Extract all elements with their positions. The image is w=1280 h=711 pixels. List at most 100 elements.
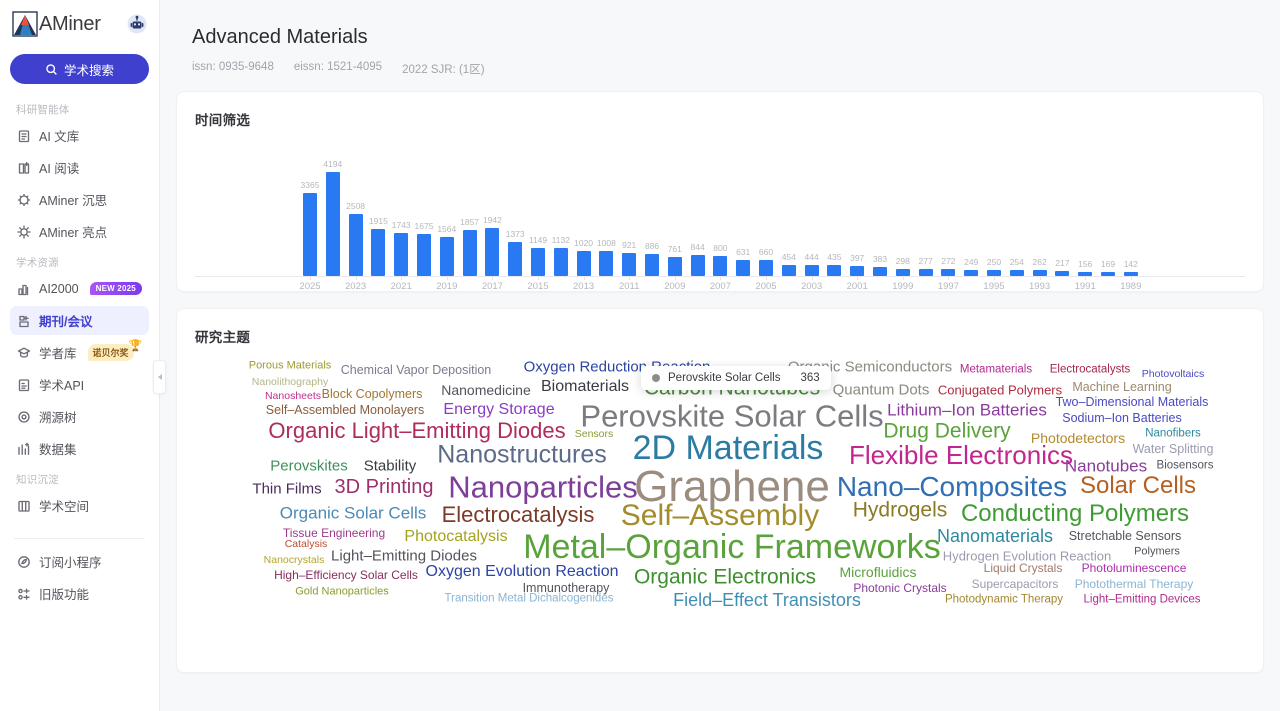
bar-1990[interactable]	[1101, 271, 1115, 276]
cloud-word[interactable]: Photonic Crystals	[853, 581, 947, 595]
cloud-word[interactable]: 2D Materials	[632, 429, 824, 467]
cloud-word[interactable]: Perovskites	[270, 457, 348, 475]
bar-2006[interactable]	[736, 260, 751, 276]
sidebar-item-订阅小程序[interactable]: 订阅小程序	[10, 547, 149, 576]
cloud-word[interactable]: Biomaterials	[540, 378, 630, 395]
sidebar-item-学术空间[interactable]: 学术空间	[10, 491, 149, 520]
cloud-word[interactable]: Metal–Organic Frameworks	[523, 528, 941, 566]
bar-1999[interactable]	[895, 268, 910, 276]
cloud-word[interactable]: Chemical Vapor Deposition	[340, 362, 492, 377]
bar-2016[interactable]	[508, 241, 523, 276]
sidebar-item-学者库[interactable]: 学者库 诺贝尔奖 🏆	[10, 338, 149, 367]
bar-2012[interactable]	[599, 251, 614, 276]
bar-1991[interactable]	[1078, 272, 1093, 276]
bar-1996[interactable]	[964, 269, 979, 276]
cloud-word[interactable]: Photodetectors	[1030, 430, 1126, 446]
bar-2023[interactable]	[348, 213, 363, 276]
bar-2005[interactable]	[759, 259, 773, 276]
cloud-word[interactable]: Catalysis	[284, 537, 328, 550]
word-cloud[interactable]: Perovskite Solar Cells 363 Graphene Metal…	[177, 358, 1263, 658]
brand-logo-link[interactable]: AMiner	[12, 10, 101, 38]
cloud-word[interactable]: Nanomaterials	[936, 526, 1054, 546]
cloud-word[interactable]: Supercapacitors	[971, 577, 1059, 591]
bar-1989[interactable]	[1123, 272, 1138, 276]
bar-2019[interactable]	[439, 237, 454, 276]
sidebar-item-aminer-沉思[interactable]: AMiner 沉思	[10, 185, 149, 214]
bar-1992[interactable]	[1055, 270, 1070, 276]
cloud-word[interactable]: Gold Nanoparticles	[295, 585, 389, 598]
cloud-word[interactable]: Hydrogels	[852, 498, 948, 522]
cloud-word[interactable]: Solar Cells	[1079, 472, 1197, 499]
cloud-word[interactable]: Liquid Crystals	[983, 561, 1063, 575]
bar-2000[interactable]	[873, 266, 887, 276]
sidebar-item-ai-阅读[interactable]: AI 阅读	[10, 153, 149, 182]
sidebar-item-期刊-会议[interactable]: 期刊/会议	[10, 306, 149, 335]
cloud-word[interactable]: Organic Solar Cells	[279, 503, 427, 523]
bar-1998[interactable]	[918, 269, 933, 276]
cloud-word[interactable]: Self–Assembled Monolayers	[265, 402, 425, 417]
cloud-word[interactable]: Electrocatalysts	[1049, 363, 1131, 376]
bar-2013[interactable]	[576, 250, 591, 276]
cloud-word[interactable]: Metamaterials	[959, 363, 1033, 376]
cloud-word[interactable]: Two–Dimensional Materials	[1055, 394, 1209, 409]
cloud-word[interactable]: Conjugated Polymers	[937, 382, 1063, 398]
search-button[interactable]: 学术搜索	[10, 54, 149, 84]
cloud-word[interactable]: Light–Emitting Diodes	[331, 547, 477, 565]
cloud-word[interactable]: Nanosheets	[264, 389, 322, 402]
sidebar-item-数据集[interactable]: 数据集	[10, 434, 149, 463]
cloud-word[interactable]: Stability	[363, 457, 417, 475]
cloud-word[interactable]: Tissue Engineering	[282, 526, 386, 540]
cloud-word[interactable]: Nanoparticles	[448, 469, 638, 505]
cloud-word[interactable]: Sensors	[574, 427, 614, 440]
bar-2022[interactable]	[371, 228, 386, 276]
cloud-word[interactable]: Oxygen Evolution Reaction	[425, 563, 619, 580]
bar-2004[interactable]	[781, 264, 796, 276]
robot-avatar-icon[interactable]	[127, 14, 147, 34]
cloud-word[interactable]: Photothermal Therapy	[1074, 577, 1194, 591]
cloud-word[interactable]: Microfluidics	[839, 564, 917, 580]
cloud-word[interactable]: Block Copolymers	[321, 386, 423, 401]
cloud-word[interactable]: Light–Emitting Devices	[1083, 593, 1201, 606]
bar-2017[interactable]	[485, 227, 500, 276]
cloud-word[interactable]: Nanolithography	[251, 375, 329, 388]
bar-2014[interactable]	[553, 247, 568, 276]
bar-2024[interactable]	[325, 172, 340, 276]
bar-2011[interactable]	[622, 253, 637, 276]
cloud-word[interactable]: Conducting Polymers	[960, 500, 1190, 527]
cloud-word[interactable]: Quantum Dots	[832, 381, 930, 399]
sidebar-item-aminer-亮点[interactable]: AMiner 亮点	[10, 217, 149, 246]
cloud-word[interactable]: Biosensors	[1156, 459, 1214, 472]
sidebar-item-ai-文库[interactable]: AI 文库	[10, 121, 149, 150]
cloud-word[interactable]: Nanostructures	[437, 440, 607, 469]
cloud-word[interactable]: Nano–Composites	[836, 471, 1068, 502]
bar-2015[interactable]	[531, 247, 545, 276]
cloud-word[interactable]: Drug Delivery	[883, 419, 1011, 443]
bar-2018[interactable]	[462, 229, 477, 276]
bar-2020[interactable]	[417, 234, 431, 276]
cloud-word[interactable]: Nanocrystals	[263, 553, 325, 566]
year-bar-chart[interactable]: 3365 4194 2508 1915 1743 1675 1564 1857 1942 1373…	[177, 129, 1263, 292]
cloud-word[interactable]: Electrocatalysis	[441, 502, 595, 527]
bar-2003[interactable]	[804, 265, 819, 276]
cloud-word[interactable]: 3D Printing	[334, 476, 434, 498]
cloud-word[interactable]: Self–Assembly	[620, 499, 820, 532]
bar-1995[interactable]	[987, 269, 1001, 276]
bar-2025[interactable]	[303, 192, 317, 276]
cloud-word[interactable]: Perovskite Solar Cells	[580, 398, 884, 434]
cloud-word[interactable]: Organic Electronics	[633, 565, 817, 589]
cloud-word[interactable]: Stretchable Sensors	[1068, 528, 1182, 543]
bar-2009[interactable]	[667, 257, 682, 276]
cloud-word[interactable]: Field–Effect Transistors	[673, 590, 861, 610]
cloud-word[interactable]: Flexible Electronics	[849, 440, 1073, 470]
cloud-word[interactable]: Photodynamic Therapy	[944, 593, 1064, 606]
cloud-word[interactable]: Polymers	[1134, 545, 1180, 558]
cloud-word[interactable]: Transition Metal Dichalcogenides	[444, 592, 614, 605]
cloud-word[interactable]: Nanomedicine	[441, 382, 531, 398]
cloud-word[interactable]: Photovoltaics	[1141, 367, 1205, 380]
cloud-word[interactable]: Sodium–Ion Batteries	[1062, 410, 1182, 425]
cloud-word[interactable]: Thin Films	[252, 480, 322, 498]
bar-1994[interactable]	[1009, 269, 1024, 276]
bar-1997[interactable]	[941, 269, 956, 276]
cloud-word[interactable]: Immunotherapy	[522, 580, 610, 595]
cloud-word[interactable]: Nanotubes	[1064, 456, 1148, 476]
